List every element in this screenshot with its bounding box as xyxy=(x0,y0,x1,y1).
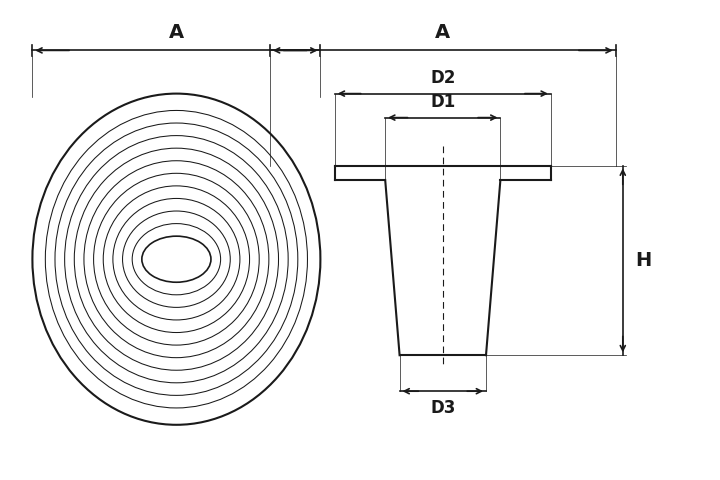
Text: H: H xyxy=(635,251,651,270)
Text: A: A xyxy=(435,23,451,42)
Text: A: A xyxy=(168,23,184,42)
Text: D3: D3 xyxy=(430,399,456,418)
Text: D1: D1 xyxy=(430,93,456,111)
Text: D2: D2 xyxy=(430,69,456,87)
